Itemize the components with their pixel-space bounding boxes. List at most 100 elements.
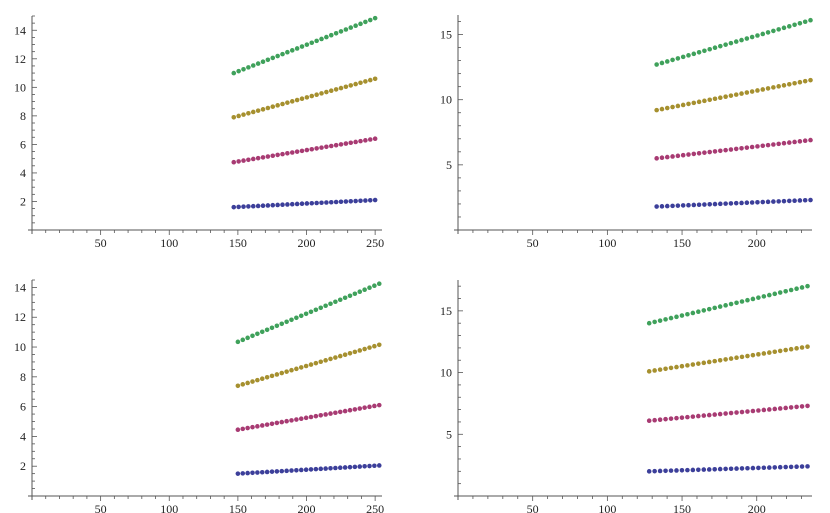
data-point <box>269 469 275 474</box>
data-point <box>294 46 300 51</box>
data-point <box>298 416 304 421</box>
data-point <box>372 343 377 349</box>
data-point <box>324 89 329 95</box>
data-point <box>654 156 659 161</box>
data-point <box>808 197 813 203</box>
data-point <box>269 325 275 331</box>
data-point <box>797 198 803 203</box>
data-point <box>260 203 266 208</box>
data-point <box>679 363 685 369</box>
data-point <box>236 68 241 74</box>
data-point <box>328 411 333 416</box>
data-point <box>264 422 270 427</box>
data-point <box>668 416 674 421</box>
data-point <box>328 143 334 149</box>
data-point <box>706 467 712 472</box>
data-point <box>353 23 358 29</box>
data-point <box>342 465 348 470</box>
data-point <box>241 204 246 209</box>
data-point <box>664 154 670 160</box>
data-point <box>362 405 367 410</box>
data-point <box>696 151 702 156</box>
data-point <box>760 31 766 37</box>
data-point <box>308 362 314 367</box>
data-point <box>357 464 363 469</box>
data-point <box>707 201 713 207</box>
data-point <box>696 309 701 315</box>
y-tick-label: 4 <box>20 429 26 443</box>
data-point <box>314 146 319 151</box>
data-point <box>235 427 241 433</box>
series-1 <box>654 197 813 209</box>
data-point <box>274 469 280 474</box>
data-point <box>319 36 324 42</box>
data-point <box>739 466 745 471</box>
data-point <box>781 83 787 88</box>
data-point <box>792 198 797 204</box>
data-point <box>674 364 679 370</box>
data-point <box>260 107 266 112</box>
data-point <box>363 79 368 84</box>
data-point <box>309 40 315 46</box>
data-point <box>733 39 739 44</box>
data-point <box>797 139 803 144</box>
data-point <box>255 377 260 383</box>
data-point <box>786 24 792 29</box>
data-point <box>304 42 310 47</box>
data-point <box>275 202 280 208</box>
data-point <box>668 365 674 371</box>
data-point <box>675 103 681 109</box>
data-point <box>670 154 675 159</box>
data-point <box>761 465 767 471</box>
data-point <box>776 27 781 32</box>
data-point <box>250 333 255 339</box>
data-point <box>799 464 805 469</box>
data-point <box>342 352 348 357</box>
data-point <box>376 463 382 468</box>
series-3 <box>646 344 810 374</box>
data-point <box>372 136 378 141</box>
data-point <box>372 76 378 82</box>
data-point <box>338 142 344 147</box>
data-point <box>783 288 788 294</box>
data-point <box>304 147 310 153</box>
data-point <box>250 109 256 115</box>
data-point <box>299 201 305 207</box>
data-point <box>313 466 319 472</box>
x-tick-label: 100 <box>598 236 616 250</box>
x-tick-label: 200 <box>298 502 316 513</box>
y-tick-label: 4 <box>20 166 26 180</box>
data-point <box>756 295 761 300</box>
y-tick-label: 6 <box>20 137 26 151</box>
data-point <box>246 65 251 70</box>
data-point <box>761 351 767 356</box>
data-point <box>347 407 353 413</box>
data-point <box>318 305 324 311</box>
data-point <box>776 199 781 204</box>
x-tick-label: 250 <box>366 502 384 513</box>
data-point <box>808 137 813 143</box>
data-point <box>794 404 799 410</box>
data-point <box>728 301 734 307</box>
data-point <box>728 147 734 152</box>
data-point <box>279 468 285 474</box>
data-point <box>734 300 739 306</box>
data-point <box>304 201 310 206</box>
data-point <box>718 201 723 207</box>
data-point <box>259 329 265 335</box>
data-point <box>750 352 756 358</box>
data-point <box>686 152 691 157</box>
data-point <box>236 113 241 119</box>
data-point <box>280 101 285 107</box>
data-point <box>646 469 652 474</box>
data-point <box>328 88 334 94</box>
data-point <box>734 410 739 415</box>
data-point <box>739 37 744 43</box>
y-tick-label: 15 <box>440 28 452 42</box>
data-point <box>280 51 285 57</box>
data-point <box>324 144 329 150</box>
data-point <box>333 199 339 205</box>
data-point <box>739 91 744 96</box>
data-point <box>265 203 271 208</box>
data-point <box>712 45 718 51</box>
